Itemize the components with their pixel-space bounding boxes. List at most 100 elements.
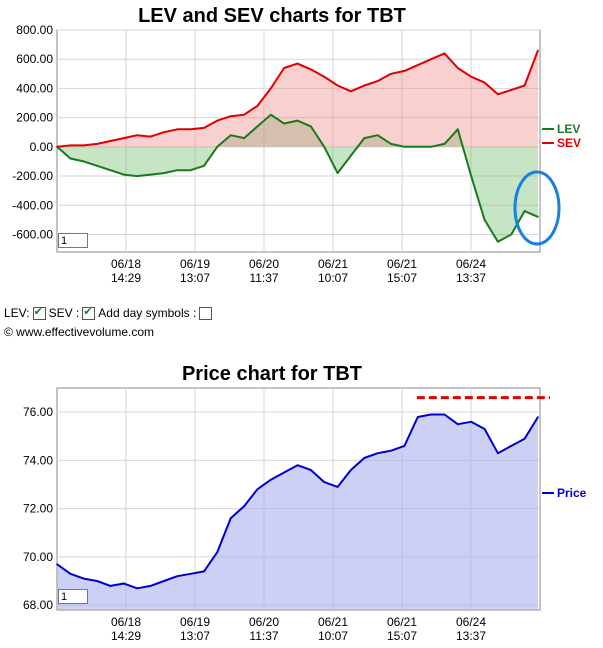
x-tick-date: 06/21	[318, 615, 348, 629]
data-point-price	[350, 469, 352, 471]
data-point-price	[56, 563, 58, 565]
data-point-lev	[310, 125, 312, 128]
sev-toggle-label: SEV :	[48, 306, 80, 320]
legend-sev-label: SEV	[557, 136, 581, 150]
y-tick-label: 76.00	[23, 405, 53, 419]
data-point-sev	[163, 131, 165, 133]
data-point-price	[537, 416, 539, 418]
data-point-lev	[296, 119, 299, 122]
data-point-sev	[123, 137, 125, 139]
data-point-price	[123, 582, 125, 585]
data-point-lev	[189, 169, 192, 171]
data-point-lev	[270, 113, 272, 116]
x-tick-time: 13:07	[180, 629, 210, 643]
data-point-price	[430, 413, 432, 416]
data-point-price	[96, 580, 98, 582]
data-point-sev	[283, 67, 285, 69]
data-point-sev	[256, 105, 259, 107]
data-point-sev	[176, 128, 179, 131]
legend-lev-label: LEV	[557, 122, 580, 136]
data-point-price	[336, 486, 339, 488]
data-point-lev	[203, 165, 205, 167]
data-point-sev	[310, 68, 312, 71]
data-point-price	[229, 517, 232, 520]
data-point-sev	[483, 81, 486, 84]
data-point-price	[457, 423, 459, 426]
data-point-sev	[56, 146, 58, 148]
data-point-sev	[216, 119, 219, 122]
data-point-price	[270, 478, 272, 481]
top-zoom-input[interactable]: 1	[58, 233, 88, 248]
top-legend: LEV SEV	[542, 122, 581, 150]
x-tick-date: 06/21	[387, 257, 417, 271]
x-tick-date: 06/18	[111, 257, 141, 271]
data-point-price	[256, 488, 259, 491]
data-point-lev	[390, 143, 392, 145]
top-grid	[57, 29, 540, 252]
x-tick-time: 15:07	[387, 271, 417, 285]
sev-checkbox[interactable]	[82, 305, 96, 320]
data-point-sev	[417, 64, 419, 66]
x-tick-time: 14:29	[111, 271, 141, 285]
data-point-price	[136, 587, 138, 590]
highlight-ellipse	[513, 170, 561, 246]
data-point-sev	[82, 144, 85, 147]
data-point-lev	[443, 143, 446, 145]
data-point-price	[510, 445, 513, 447]
data-point-sev	[390, 73, 392, 75]
x-tick-time: 13:37	[456, 271, 486, 285]
data-point-lev	[163, 172, 165, 174]
data-point-sev	[96, 143, 98, 145]
data-point-sev	[323, 75, 326, 78]
data-point-price	[216, 551, 219, 553]
x-tick-date: 06/20	[249, 615, 279, 629]
data-point-price	[69, 573, 72, 575]
data-point-lev	[216, 146, 219, 148]
data-point-price	[363, 457, 366, 459]
data-point-sev	[457, 67, 459, 69]
bottom-areas	[57, 414, 538, 610]
top-x-ticks: 06/1814:2906/1913:0706/2011:3706/2110:07…	[111, 257, 486, 285]
data-point-lev	[243, 137, 245, 139]
data-point-sev	[523, 84, 526, 87]
day-symbols-checkbox[interactable]	[199, 306, 213, 320]
x-tick-date: 06/21	[387, 615, 417, 629]
data-point-lev	[483, 219, 486, 221]
data-point-price	[163, 580, 165, 582]
data-point-lev	[229, 134, 232, 136]
bottom-zoom-input[interactable]: 1	[58, 589, 88, 604]
data-point-lev	[283, 122, 285, 125]
x-tick-date: 06/24	[456, 257, 486, 271]
top-plot-area	[56, 29, 541, 253]
data-point-price	[443, 413, 446, 416]
y-tick-label: 74.00	[23, 453, 53, 467]
x-tick-time: 15:07	[387, 629, 417, 643]
data-point-lev	[350, 154, 352, 157]
data-point-lev	[523, 210, 526, 212]
data-point-lev	[109, 169, 112, 171]
bottom-lines	[56, 413, 539, 590]
top-lines	[56, 49, 539, 243]
data-point-lev	[510, 233, 513, 236]
data-point-sev	[336, 84, 339, 87]
data-point-lev	[123, 173, 125, 176]
y-tick-label: 68.00	[23, 598, 53, 612]
data-point-sev	[203, 127, 205, 129]
data-point-price	[390, 449, 392, 452]
day-symbols-label: Add day symbols :	[98, 306, 197, 320]
x-tick-time: 14:29	[111, 629, 141, 643]
data-point-price	[109, 585, 112, 587]
data-point-price	[296, 464, 299, 467]
data-point-sev	[470, 75, 473, 78]
y-tick-label: -600.00	[12, 227, 53, 241]
data-point-price	[82, 577, 85, 580]
data-point-sev	[497, 93, 499, 96]
data-point-lev	[69, 157, 72, 160]
data-point-price	[497, 452, 499, 455]
x-tick-date: 06/20	[249, 257, 279, 271]
bottom-legend: Price	[542, 486, 587, 500]
lev-checkbox[interactable]	[32, 305, 46, 320]
data-point-sev	[243, 113, 245, 116]
data-point-price	[376, 452, 379, 455]
legend-price-label: Price	[557, 486, 587, 500]
